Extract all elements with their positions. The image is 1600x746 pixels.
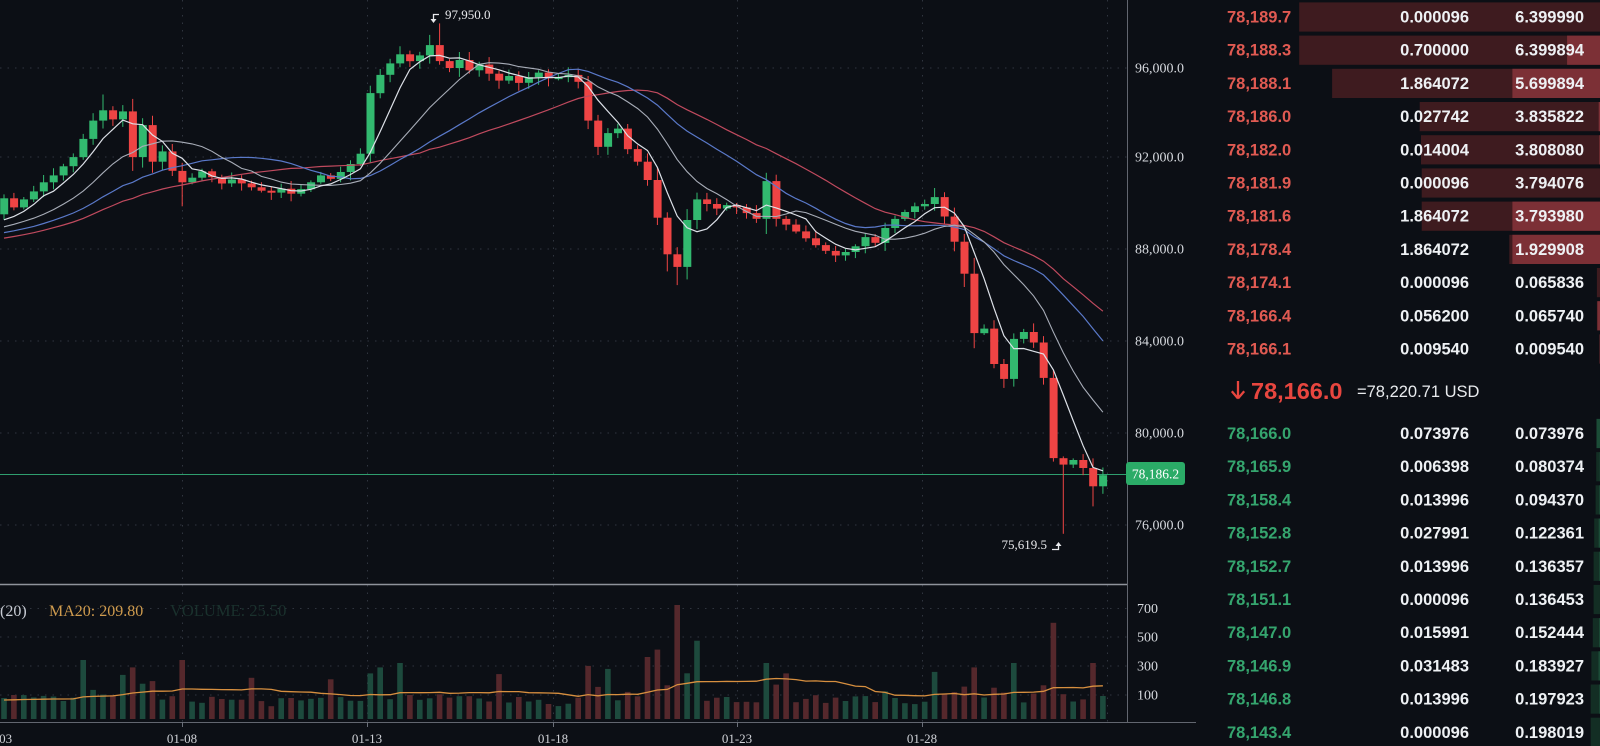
svg-text:80,000.0: 80,000.0 [1135,427,1184,442]
svg-text:1.864072: 1.864072 [1400,75,1469,93]
svg-text:78,186.2: 78,186.2 [1132,467,1179,482]
svg-text:0.197923: 0.197923 [1515,691,1584,709]
svg-text:3.808080: 3.808080 [1515,141,1584,159]
svg-text:0.073976: 0.073976 [1400,425,1469,443]
svg-text:0.056200: 0.056200 [1400,307,1469,325]
svg-text:0.080374: 0.080374 [1515,458,1585,476]
svg-text:78,151.1: 78,151.1 [1227,591,1291,609]
svg-text:3.835822: 3.835822 [1515,108,1584,126]
svg-text:78,166.4: 78,166.4 [1227,307,1292,325]
svg-text:78,166.1: 78,166.1 [1227,341,1291,359]
svg-text:75,619.5: 75,619.5 [1002,537,1048,552]
svg-text:78,158.4: 78,158.4 [1227,491,1292,509]
svg-text:78,165.9: 78,165.9 [1227,458,1291,476]
svg-text:78,181.6: 78,181.6 [1227,208,1291,226]
svg-text:97,950.0: 97,950.0 [445,7,491,22]
svg-text:0.015991: 0.015991 [1400,624,1469,642]
svg-text:78,147.0: 78,147.0 [1227,624,1291,642]
svg-text:0.000096: 0.000096 [1400,724,1469,742]
svg-text:0.014004: 0.014004 [1400,141,1470,159]
svg-text:1.929908: 1.929908 [1515,241,1584,259]
svg-text:VOLUME: 25.50: VOLUME: 25.50 [170,601,286,620]
svg-text:96,000.0: 96,000.0 [1135,62,1184,77]
svg-text:0.122361: 0.122361 [1515,525,1584,543]
svg-text:0.031483: 0.031483 [1400,657,1469,675]
svg-text:78,166.0: 78,166.0 [1251,378,1342,404]
svg-text:78,152.8: 78,152.8 [1227,525,1291,543]
svg-text:0.013996: 0.013996 [1400,558,1469,576]
svg-text:78,146.8: 78,146.8 [1227,691,1291,709]
svg-text:78,178.4: 78,178.4 [1227,241,1292,259]
svg-text:01-13: 01-13 [352,731,382,746]
svg-text:0.136453: 0.136453 [1515,591,1584,609]
svg-text:92,000.0: 92,000.0 [1135,151,1184,166]
svg-text:76,000.0: 76,000.0 [1135,519,1184,534]
svg-text:78,174.1: 78,174.1 [1227,274,1291,292]
svg-text:78,143.4: 78,143.4 [1227,724,1292,742]
svg-text:6.399990: 6.399990 [1515,9,1584,27]
svg-text:0.000096: 0.000096 [1400,9,1469,27]
svg-text:0.013996: 0.013996 [1400,691,1469,709]
svg-text:0.009540: 0.009540 [1400,341,1469,359]
svg-text:01-18: 01-18 [538,731,568,746]
svg-text:0.094370: 0.094370 [1515,491,1584,509]
svg-text:0.000096: 0.000096 [1400,591,1469,609]
svg-text:0.136357: 0.136357 [1515,558,1584,576]
svg-text:(20): (20) [0,603,27,620]
svg-text:0.006398: 0.006398 [1400,458,1469,476]
svg-text:0.000096: 0.000096 [1400,175,1469,193]
svg-text:100: 100 [1137,689,1158,704]
svg-text:700: 700 [1137,602,1158,617]
svg-text:78,146.9: 78,146.9 [1227,657,1291,675]
svg-text:78,189.7: 78,189.7 [1227,9,1291,27]
svg-text:1.864072: 1.864072 [1400,241,1469,259]
svg-text:01-28: 01-28 [907,731,937,746]
svg-text:0.073976: 0.073976 [1515,425,1584,443]
svg-text:0.065836: 0.065836 [1515,274,1584,292]
svg-text:01-23: 01-23 [722,731,752,746]
svg-text:01-08: 01-08 [167,731,197,746]
svg-text:0.000096: 0.000096 [1400,274,1469,292]
svg-text:0.027742: 0.027742 [1400,108,1469,126]
svg-text:88,000.0: 88,000.0 [1135,243,1184,258]
svg-text:3.794076: 3.794076 [1515,175,1584,193]
svg-text:78,166.0: 78,166.0 [1227,425,1291,443]
svg-text:500: 500 [1137,631,1158,646]
svg-text:0.009540: 0.009540 [1515,341,1584,359]
svg-text:78,186.0: 78,186.0 [1227,108,1291,126]
svg-text:0.183927: 0.183927 [1515,657,1584,675]
svg-text:5.699894: 5.699894 [1515,75,1585,93]
svg-text:1.864072: 1.864072 [1400,208,1469,226]
svg-text:78,152.7: 78,152.7 [1227,558,1291,576]
svg-text:300: 300 [1137,660,1158,675]
svg-text:0.065740: 0.065740 [1515,307,1584,325]
svg-text:0.027991: 0.027991 [1400,525,1469,543]
svg-text:0.152444: 0.152444 [1515,624,1585,642]
svg-text:MA20: 209.80: MA20: 209.80 [49,603,143,620]
svg-text:0.013996: 0.013996 [1400,491,1469,509]
svg-text:84,000.0: 84,000.0 [1135,335,1184,350]
svg-text:3.793980: 3.793980 [1515,208,1584,226]
svg-text:78,182.0: 78,182.0 [1227,141,1291,159]
svg-text:=78,220.71 USD: =78,220.71 USD [1357,383,1480,401]
svg-text:0.700000: 0.700000 [1400,42,1469,60]
svg-text:78,188.1: 78,188.1 [1227,75,1291,93]
svg-text:78,181.9: 78,181.9 [1227,175,1291,193]
svg-text:0.198019: 0.198019 [1515,724,1584,742]
svg-text:6.399894: 6.399894 [1515,42,1585,60]
svg-text:78,188.3: 78,188.3 [1227,42,1291,60]
svg-text:01-03: 01-03 [0,731,12,746]
